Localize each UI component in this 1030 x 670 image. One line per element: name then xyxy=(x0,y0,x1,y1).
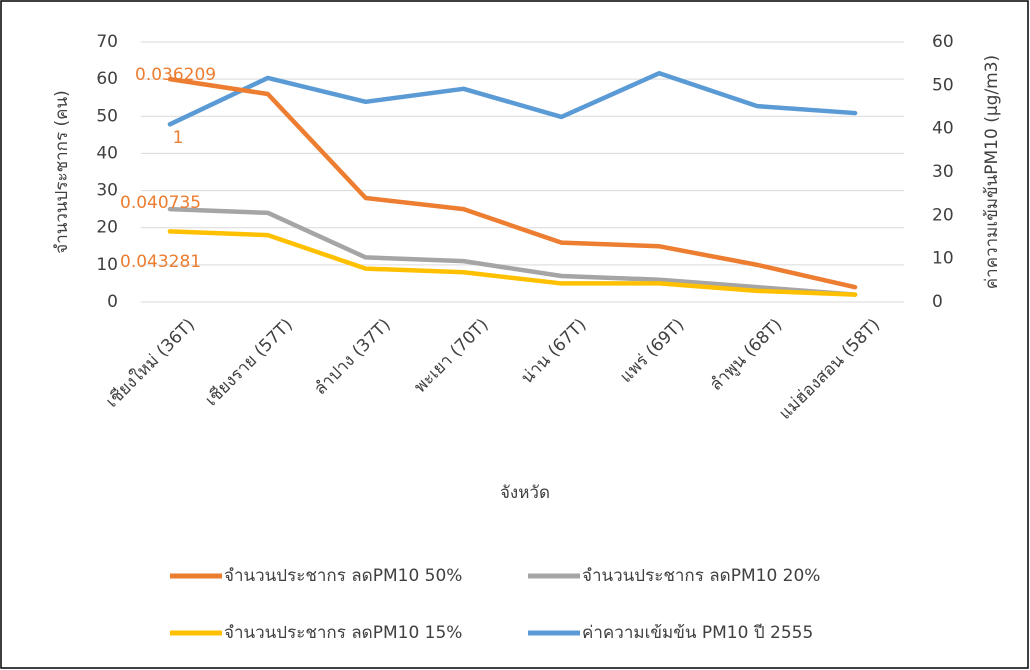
y2-tick-label: 50 xyxy=(932,75,954,95)
legend-label: ค่าความเข้มข้น PM10 ปี 2555 xyxy=(582,623,813,643)
y-tick-label: 70 xyxy=(96,32,118,52)
y-tick-label: 50 xyxy=(96,106,118,126)
y-tick-label: 20 xyxy=(96,218,118,238)
y-tick-label: 10 xyxy=(96,255,118,275)
annotation: 1 xyxy=(173,128,184,148)
annotation: 0.036209 xyxy=(135,65,216,85)
y2-tick-label: 10 xyxy=(932,249,954,269)
x-axis-label: จังหวัด xyxy=(500,483,550,503)
annotation: 0.043281 xyxy=(120,252,201,272)
y-tick-label: 40 xyxy=(96,143,118,163)
y-axis-label: จำนวนประชากร (คน) xyxy=(52,90,72,254)
y-tick-label: 30 xyxy=(96,181,118,201)
legend-label: จำนวนประชากร ลดPM10 15% xyxy=(224,623,462,643)
y2-tick-label: 0 xyxy=(932,292,943,312)
annotation: 0.040735 xyxy=(120,193,201,213)
y2-tick-label: 20 xyxy=(932,205,954,225)
y2-tick-label: 60 xyxy=(932,32,954,52)
legend-label: จำนวนประชากร ลดPM10 20% xyxy=(582,566,820,586)
series-line xyxy=(167,70,858,127)
y-tick-label: 0 xyxy=(107,292,118,312)
y-tick-label: 60 xyxy=(96,69,118,89)
series-line xyxy=(167,76,858,290)
legend-label: จำนวนประชากร ลดPM10 50% xyxy=(224,566,462,586)
series-line xyxy=(167,206,858,297)
y2-tick-label: 40 xyxy=(932,119,954,139)
y2-axis-label: ค่าความเข้มข้นPM10 (µg/m3) xyxy=(982,55,1002,289)
series-line xyxy=(167,229,858,297)
y2-tick-label: 30 xyxy=(932,162,954,182)
